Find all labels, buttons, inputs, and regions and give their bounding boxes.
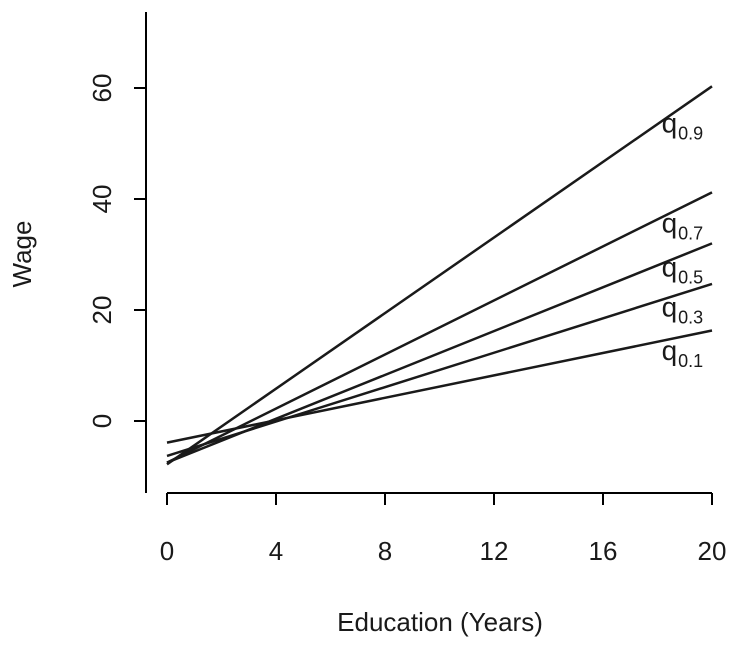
x-axis-title: Education (Years) bbox=[337, 607, 543, 637]
series-label-q0-9: q0.9 bbox=[662, 107, 704, 143]
series-label-q0-7: q0.7 bbox=[662, 207, 704, 243]
y-axis-title: Wage bbox=[7, 221, 37, 288]
axes: 0 20 40 60 0 4 8 12 16 20 bbox=[87, 12, 726, 566]
x-tick-label: 8 bbox=[378, 536, 392, 566]
series-labels: q0.9 q0.7 q0.5 q0.3 q0.1 bbox=[662, 107, 704, 371]
series-label-q0-1: q0.1 bbox=[662, 335, 704, 371]
x-tick-label: 12 bbox=[480, 536, 509, 566]
y-tick-label: 0 bbox=[87, 414, 117, 428]
series-line-q0-1 bbox=[166, 329, 713, 444]
y-tick-label: 60 bbox=[87, 74, 117, 103]
y-tick-label: 40 bbox=[87, 185, 117, 214]
series-label-q0-3: q0.3 bbox=[662, 292, 704, 328]
y-tick-label: 20 bbox=[87, 296, 117, 325]
x-tick-label: 4 bbox=[269, 536, 283, 566]
x-tick-label: 16 bbox=[589, 536, 618, 566]
series-label-q0-5: q0.5 bbox=[662, 252, 704, 288]
x-tick-label: 0 bbox=[160, 536, 174, 566]
series-line-q0-7 bbox=[166, 191, 713, 464]
series-line-q0-3 bbox=[166, 282, 713, 458]
x-tick-label: 20 bbox=[698, 536, 727, 566]
series-line-q0-9 bbox=[166, 85, 713, 466]
series-lines bbox=[166, 85, 713, 466]
